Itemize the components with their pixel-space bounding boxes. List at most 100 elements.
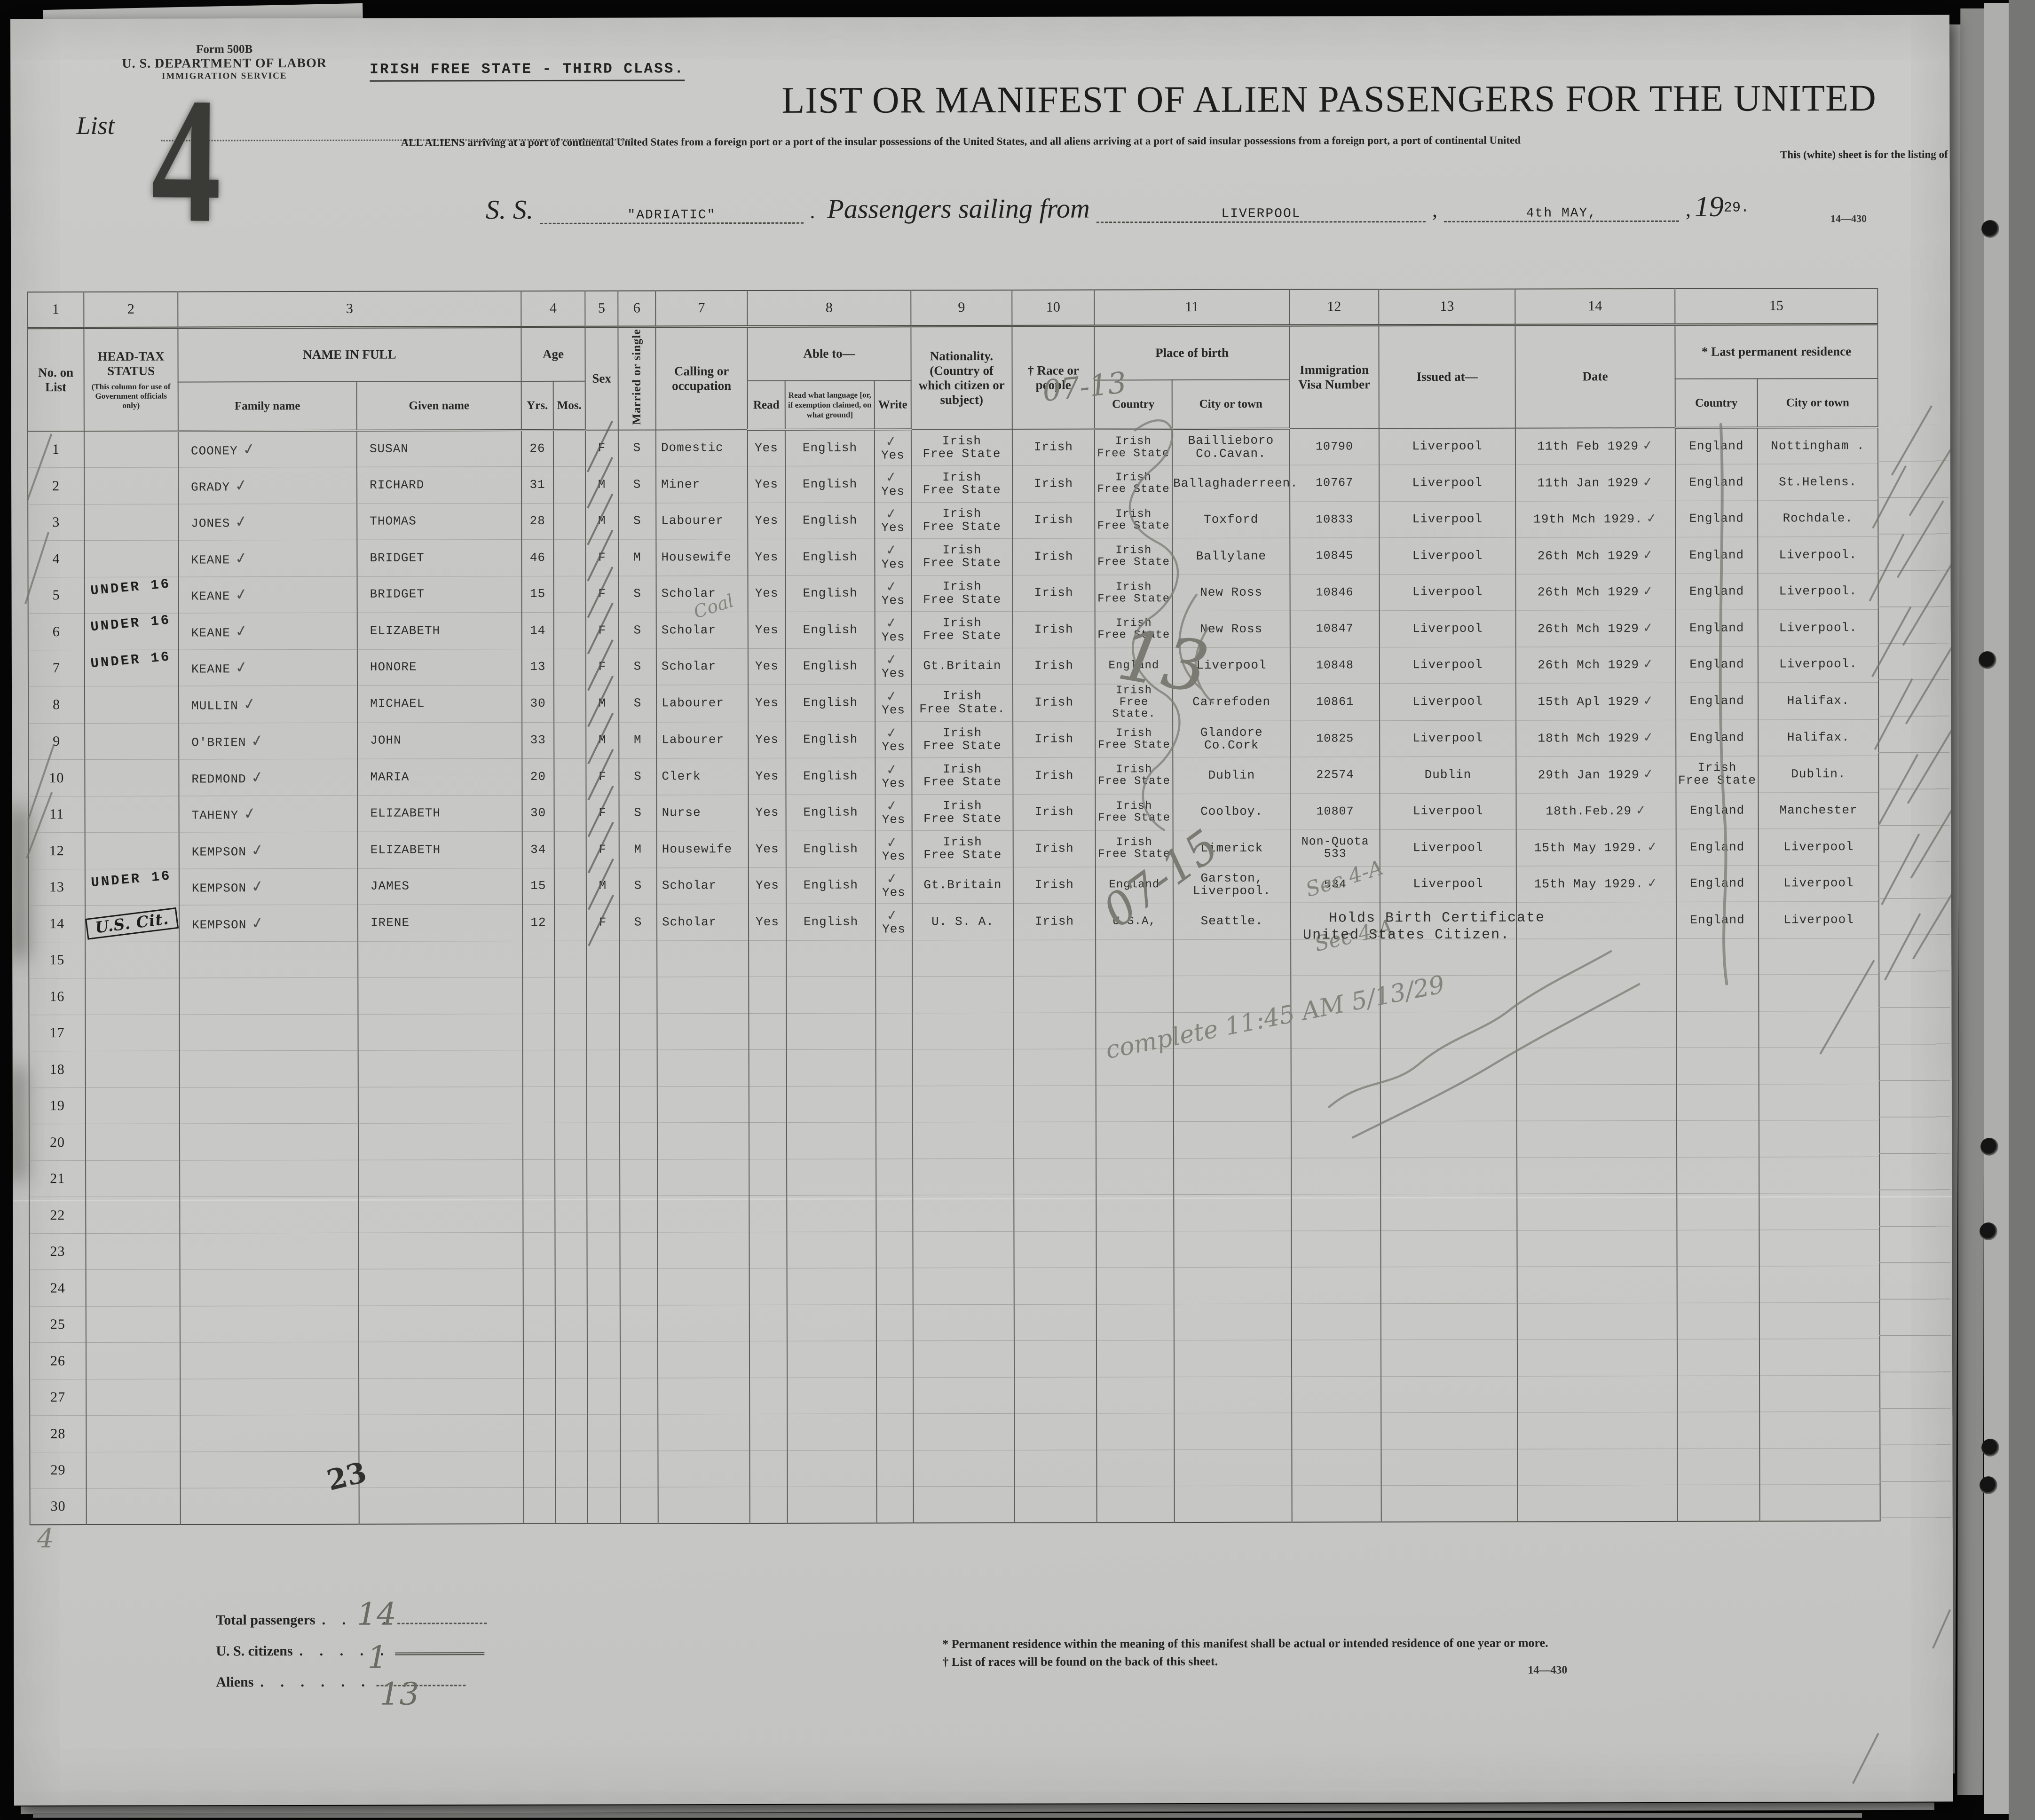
cell-race xyxy=(1014,1158,1096,1195)
col-header-age: Age xyxy=(521,326,585,382)
table-row: 9 O'BRIEN ✓ JOHN 33 M M Labourer Yes English ✓Yes I… xyxy=(28,712,1879,764)
col-header-issued-at: Issued at— xyxy=(1379,324,1515,429)
cell-rcountry xyxy=(1676,1048,1759,1084)
cell-date: 26th Mch 1929 ✓ xyxy=(1515,573,1676,611)
cell-mos xyxy=(555,1196,587,1232)
cell-lang: English xyxy=(785,611,875,648)
col-num-13: 13 xyxy=(1379,289,1515,325)
under-16-stamp: UNDER 16 xyxy=(90,575,172,599)
check-mark: ✓ xyxy=(884,650,899,668)
cell-calling: Scholar xyxy=(656,612,748,649)
cell-bcountry xyxy=(1096,976,1174,1013)
check-mark: ✓ xyxy=(249,730,266,751)
cell-rcity: Liverpool xyxy=(1758,865,1879,902)
cell-issued xyxy=(1380,1157,1517,1194)
cell-write xyxy=(876,1231,913,1268)
check-mark: ✓ xyxy=(885,687,899,705)
cell-date: 18th Mch 1929 ✓ xyxy=(1516,719,1676,757)
us-citizens-label: U. S. citizens xyxy=(216,1643,293,1659)
cell-mos xyxy=(554,867,586,905)
sailing-from-label: Passengers sailing from xyxy=(827,193,1090,224)
cell-rcity: Liverpool xyxy=(1758,828,1879,866)
cell-yrs: 34 xyxy=(522,831,554,868)
cell-write: ✓Yes xyxy=(875,721,912,758)
cell-write: ✓Yes xyxy=(875,465,912,503)
cell-rcity: Rochdale. xyxy=(1758,500,1878,537)
cell-mos xyxy=(553,539,586,576)
cell-date xyxy=(1517,1448,1678,1486)
cell-read xyxy=(749,940,787,977)
cell-rcity: St.Helens. xyxy=(1758,464,1878,501)
check-mark: ✓ xyxy=(885,869,899,888)
cell-visa xyxy=(1291,939,1380,976)
cell-visa: 10790 xyxy=(1289,428,1380,465)
cell-nationality xyxy=(912,939,1014,977)
col-num-7: 7 xyxy=(655,291,748,327)
cell-visa xyxy=(1291,1048,1380,1085)
col-header-sex: Sex xyxy=(585,326,618,430)
cell-visa xyxy=(1291,1012,1380,1049)
check-mark: ✓ xyxy=(241,693,258,714)
cell-bcountry xyxy=(1096,1231,1174,1268)
cell-rcountry xyxy=(1677,1302,1759,1339)
cell-read: Yes xyxy=(748,904,787,941)
cell-read: Yes xyxy=(748,539,786,576)
table-row: 6 UNDER 16 KEANE ✓ ELIZABETH 14 F S Scholar Yes En… xyxy=(28,602,1878,654)
col-num-8: 8 xyxy=(747,290,911,327)
cell-headtax xyxy=(85,941,180,978)
cell-rcity xyxy=(1759,1193,1880,1230)
cell-yrs xyxy=(522,1050,555,1087)
cell-read xyxy=(749,1158,787,1196)
cell-rcountry: Irish Free State xyxy=(1676,756,1759,793)
comma: , xyxy=(1685,197,1691,221)
cell-marital xyxy=(619,977,657,1014)
cell-write xyxy=(876,1486,914,1523)
check-mark: ✓ xyxy=(1641,474,1655,490)
cell-family xyxy=(180,1342,359,1379)
cell-calling xyxy=(657,940,749,977)
cell-no: 12 xyxy=(28,832,85,869)
cell-headtax xyxy=(84,504,179,541)
cell-given: ELIZABETH xyxy=(357,612,522,649)
cell-nationality: Gt.Britain xyxy=(912,867,1013,904)
cell-bcountry: Irish Free State xyxy=(1095,830,1173,867)
cell-issued xyxy=(1380,1267,1517,1304)
row-lines-margin xyxy=(1877,425,1951,1519)
punch-hole xyxy=(1981,220,1999,238)
list-label: List xyxy=(76,111,115,140)
cell-marital: M xyxy=(619,831,657,868)
check-mark: ✓ xyxy=(1642,656,1655,672)
cell-nationality xyxy=(913,1413,1015,1450)
cell-date xyxy=(1517,1302,1677,1340)
cell-sex xyxy=(587,1341,621,1378)
cell-rcountry: England xyxy=(1676,902,1759,938)
cell-bcity xyxy=(1174,1194,1292,1231)
table-row: 27 xyxy=(30,1375,1880,1416)
cell-bcity xyxy=(1173,1012,1291,1049)
cell-given: IRENE xyxy=(357,904,523,941)
cell-calling xyxy=(657,1013,749,1050)
cell-headtax xyxy=(85,1087,180,1124)
cell-family xyxy=(180,1269,359,1306)
cell-given xyxy=(358,1050,523,1087)
cell-read: Yes xyxy=(748,612,786,649)
cell-write xyxy=(876,1450,914,1487)
cell-no: 19 xyxy=(29,1087,86,1124)
cell-no: 10 xyxy=(28,759,85,796)
cell-sex xyxy=(587,1305,620,1342)
punch-hole xyxy=(1980,1138,1998,1156)
cell-nationality xyxy=(912,1012,1014,1049)
cell-family xyxy=(180,1305,359,1343)
cell-given: BRIDGET xyxy=(357,539,522,576)
check-mark: ✓ xyxy=(1646,510,1658,527)
cell-bcountry xyxy=(1096,1450,1175,1487)
cell-bcountry xyxy=(1096,1377,1175,1414)
cell-issued xyxy=(1381,1376,1518,1413)
cell-calling: Housewife xyxy=(656,831,749,868)
check-mark: ✓ xyxy=(233,620,250,641)
cell-visa: 534 xyxy=(1290,866,1380,903)
footnote-races: † List of races will be found on the bac… xyxy=(942,1654,1218,1669)
check-mark: ✓ xyxy=(233,511,250,532)
cell-marital xyxy=(620,1268,658,1305)
cell-no: 6 xyxy=(28,613,85,650)
